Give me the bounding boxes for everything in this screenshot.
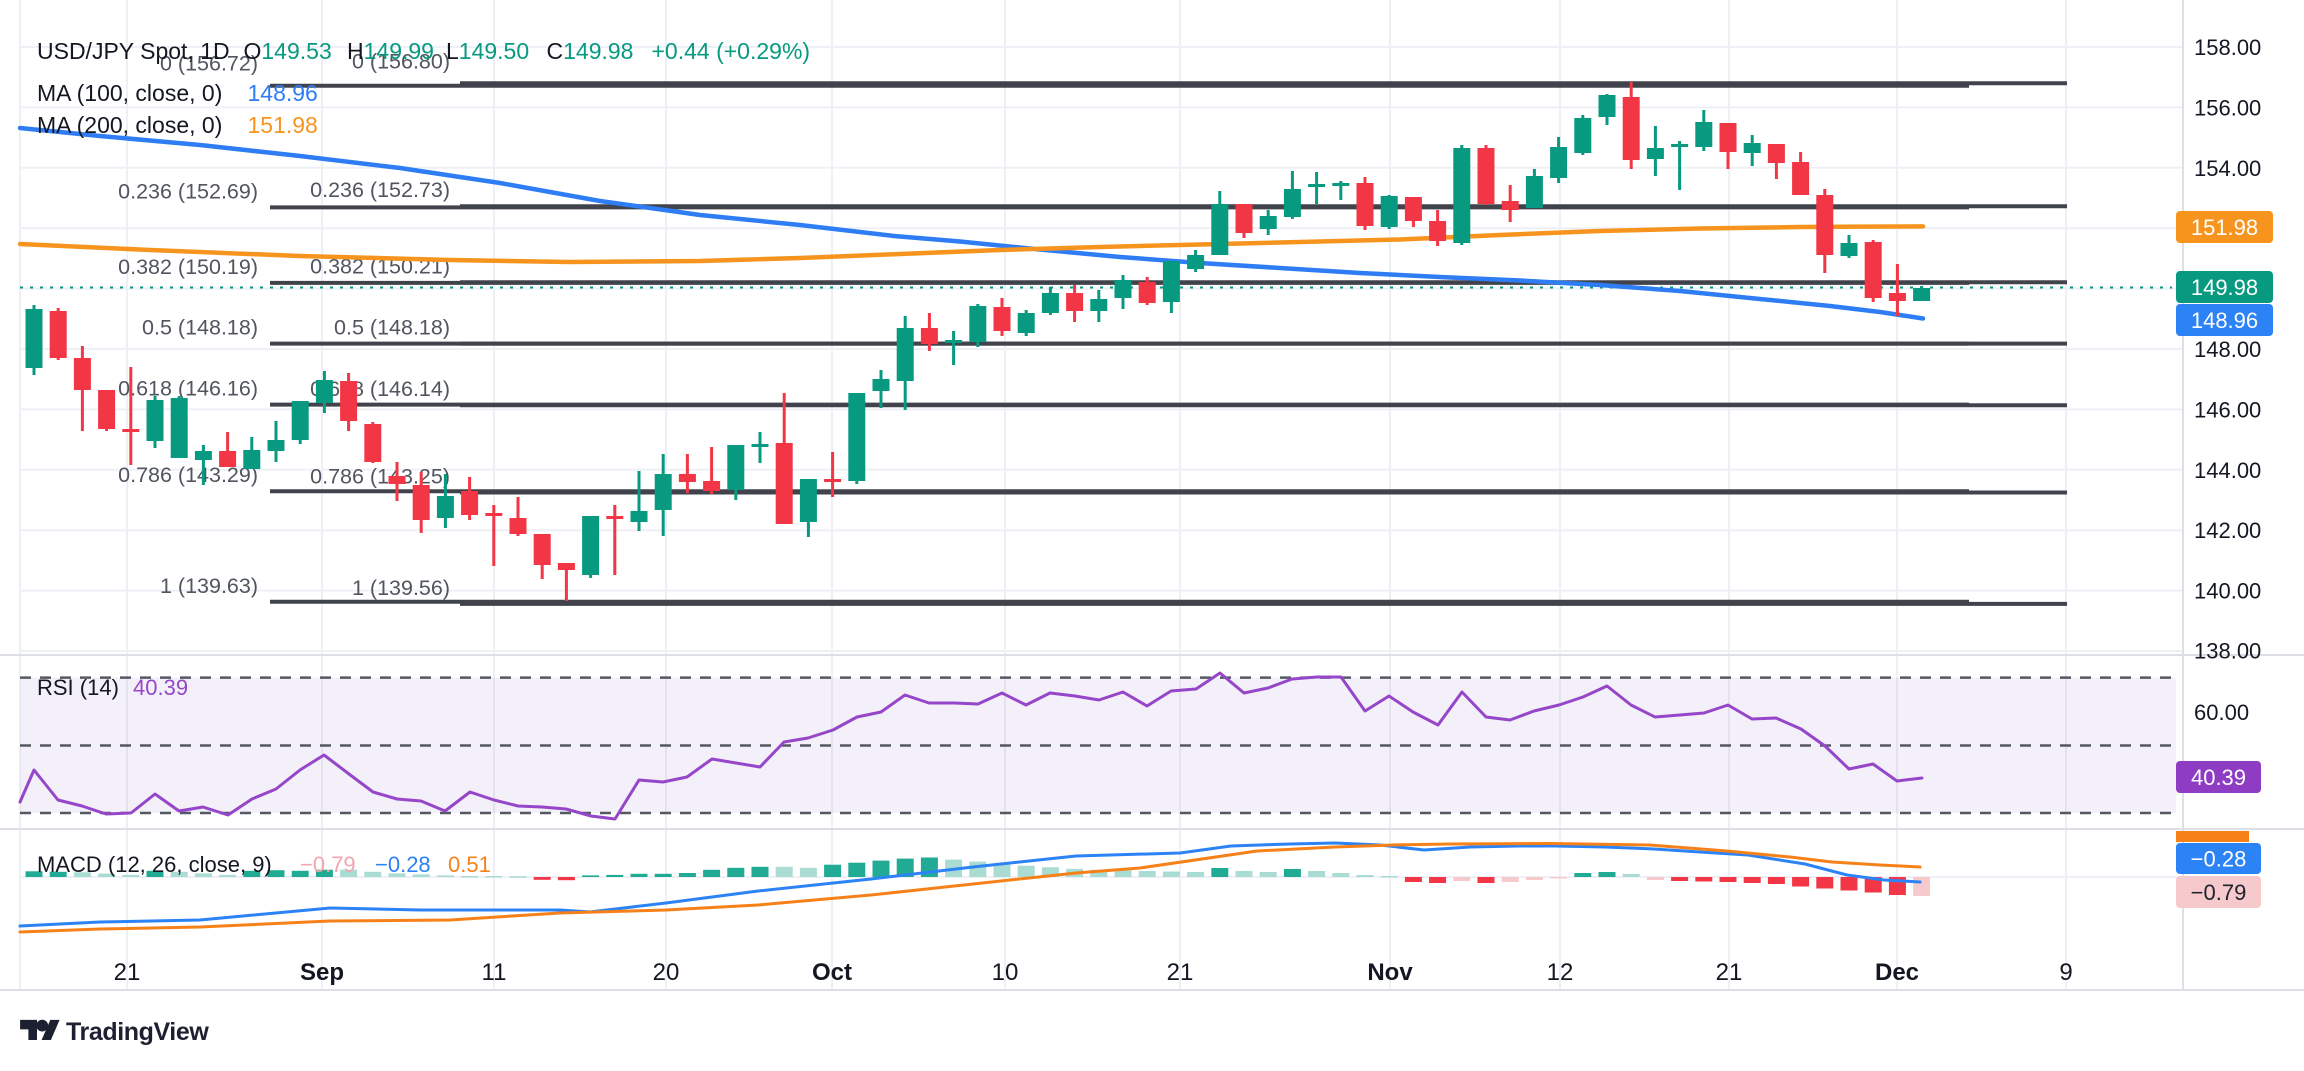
svg-text:−0.79: −0.79 <box>300 852 356 877</box>
svg-text:TradingView: TradingView <box>66 1018 209 1046</box>
svg-text:149.98: 149.98 <box>2191 275 2258 300</box>
svg-text:L149.50: L149.50 <box>446 38 529 64</box>
svg-text:0.786 (143.29): 0.786 (143.29) <box>118 463 258 487</box>
svg-text:142.00: 142.00 <box>2194 518 2261 543</box>
svg-text:21: 21 <box>114 959 141 986</box>
svg-text:0 (156.72): 0 (156.72) <box>160 52 258 76</box>
svg-text:0.236 (152.73): 0.236 (152.73) <box>310 178 450 202</box>
svg-text:−0.28: −0.28 <box>2191 847 2247 872</box>
svg-text:151.98: 151.98 <box>248 112 318 138</box>
svg-text:MACD (12, 26, close, 9): MACD (12, 26, close, 9) <box>37 852 272 877</box>
svg-text:148.00: 148.00 <box>2194 337 2261 362</box>
svg-text:RSI (14): RSI (14) <box>37 675 119 700</box>
svg-text:MA (100, close, 0): MA (100, close, 0) <box>37 80 222 106</box>
svg-text:0.786 (143.25): 0.786 (143.25) <box>310 465 450 489</box>
svg-text:151.98: 151.98 <box>2191 215 2258 240</box>
svg-text:0.382 (150.19): 0.382 (150.19) <box>118 255 258 279</box>
svg-text:C149.98: C149.98 <box>547 38 634 64</box>
svg-text:146.00: 146.00 <box>2194 397 2261 422</box>
svg-text:0 (156.80): 0 (156.80) <box>352 49 450 73</box>
svg-text:11: 11 <box>482 959 507 986</box>
svg-text:MA (200, close, 0): MA (200, close, 0) <box>37 112 222 138</box>
svg-text:0.618 (146.14): 0.618 (146.14) <box>310 377 450 401</box>
svg-text:40.39: 40.39 <box>133 675 188 700</box>
svg-text:158.00: 158.00 <box>2194 35 2261 60</box>
svg-text:0.236 (152.69): 0.236 (152.69) <box>118 179 258 203</box>
svg-text:21: 21 <box>1167 959 1194 986</box>
svg-text:O149.53: O149.53 <box>244 38 332 64</box>
svg-text:10: 10 <box>992 959 1019 986</box>
svg-text:148.96: 148.96 <box>248 80 318 106</box>
svg-text:0.618 (146.16): 0.618 (146.16) <box>118 377 258 401</box>
svg-text:USD/JPY Spot, 1D: USD/JPY Spot, 1D <box>37 38 230 64</box>
svg-text:Sep: Sep <box>300 959 344 986</box>
svg-text:138.00: 138.00 <box>2194 639 2261 664</box>
svg-text:0.51: 0.51 <box>448 852 491 877</box>
svg-text:156.00: 156.00 <box>2194 95 2261 120</box>
svg-text:0.5 (148.18): 0.5 (148.18) <box>334 316 450 340</box>
svg-text:20: 20 <box>653 959 680 986</box>
svg-text:−0.79: −0.79 <box>2191 880 2247 905</box>
svg-text:148.96: 148.96 <box>2191 308 2258 333</box>
svg-text:154.00: 154.00 <box>2194 156 2261 181</box>
svg-text:40.39: 40.39 <box>2191 765 2246 790</box>
svg-text:H149.99: H149.99 <box>347 38 434 64</box>
svg-text:0.5 (148.18): 0.5 (148.18) <box>142 316 258 340</box>
svg-text:Oct: Oct <box>812 959 852 986</box>
svg-text:1 (139.56): 1 (139.56) <box>352 576 450 600</box>
svg-text:Nov: Nov <box>1367 959 1413 986</box>
svg-text:60.00: 60.00 <box>2194 700 2249 725</box>
svg-text:9: 9 <box>2059 959 2072 986</box>
svg-text:144.00: 144.00 <box>2194 458 2261 483</box>
svg-text:12: 12 <box>1547 959 1574 986</box>
svg-text:+0.44 (+0.29%): +0.44 (+0.29%) <box>652 38 811 64</box>
svg-text:Dec: Dec <box>1875 959 1919 986</box>
svg-text:21: 21 <box>1716 959 1743 986</box>
svg-text:1 (139.63): 1 (139.63) <box>160 574 258 598</box>
svg-text:−0.28: −0.28 <box>375 852 431 877</box>
svg-text:140.00: 140.00 <box>2194 579 2261 604</box>
